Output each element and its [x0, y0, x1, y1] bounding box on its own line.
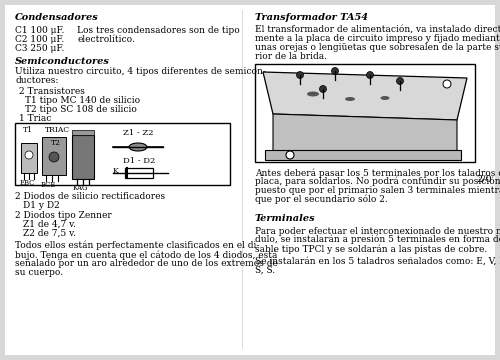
Text: Semiconductores: Semiconductores	[15, 57, 110, 66]
Text: EBC: EBC	[20, 179, 36, 187]
Text: Los tres condensadores son de tipo: Los tres condensadores son de tipo	[77, 26, 240, 35]
Bar	[42, 137, 66, 175]
Text: KAG: KAG	[73, 184, 88, 192]
Polygon shape	[263, 72, 467, 120]
Text: Para poder efectuar el interconexionado de nuestro mó-: Para poder efectuar el interconexionado …	[255, 226, 500, 235]
Text: D1 y D2: D1 y D2	[23, 201, 60, 210]
Text: 2 Diodos de silicio rectificadores: 2 Diodos de silicio rectificadores	[15, 192, 165, 201]
Text: Antes deberá pasar los 5 terminales por los taladros de la: Antes deberá pasar los 5 terminales por …	[255, 168, 500, 177]
Bar	[265, 150, 461, 160]
Circle shape	[366, 72, 374, 78]
Bar	[125, 168, 153, 178]
Text: Transformador TA54: Transformador TA54	[255, 13, 368, 22]
Text: Z1 de 4,7 v.: Z1 de 4,7 v.	[23, 220, 76, 229]
Ellipse shape	[345, 97, 355, 101]
Circle shape	[443, 80, 451, 88]
Text: señalado por un aro alrededor de uno de los extremos de: señalado por un aro alrededor de uno de …	[15, 259, 278, 268]
Text: su cuerpo.: su cuerpo.	[15, 268, 63, 277]
Text: T1: T1	[23, 126, 33, 134]
Text: C2 100 μF.: C2 100 μF.	[15, 35, 64, 44]
Text: Utiliza nuestro circuito, 4 tipos diferentes de semicon-: Utiliza nuestro circuito, 4 tipos difere…	[15, 67, 266, 76]
Text: Terminales: Terminales	[255, 214, 316, 223]
Text: puesto que por el primario salen 3 terminales mientras: puesto que por el primario salen 3 termi…	[255, 186, 500, 195]
Bar	[255, 64, 475, 162]
Text: El transformador de alimentación, va instalado directa-: El transformador de alimentación, va ins…	[255, 25, 500, 34]
Text: unas orejas o lengiüetas que sobresalen de la parte supe-: unas orejas o lengiüetas que sobresalen …	[255, 43, 500, 52]
Text: 1 Triac: 1 Triac	[19, 114, 52, 123]
Text: BCE: BCE	[41, 181, 56, 189]
Text: electrolítico.: electrolítico.	[77, 35, 135, 44]
Text: mente a la placa de circuito impreso y fijado mediante: mente a la placa de circuito impreso y f…	[255, 34, 500, 43]
Text: rior de la brida.: rior de la brida.	[255, 52, 327, 61]
Text: Z1 - Z2: Z1 - Z2	[123, 129, 154, 137]
Text: S, S.: S, S.	[255, 266, 275, 275]
Text: T2: T2	[51, 139, 61, 147]
Text: sable tipo TPCl y se soldarán a las pistas de cobre.: sable tipo TPCl y se soldarán a las pist…	[255, 244, 487, 253]
Ellipse shape	[129, 143, 147, 151]
Text: TRIAC: TRIAC	[45, 126, 70, 134]
Text: bujo. Tenga en cuenta que el cátodo de los 4 diodos, está: bujo. Tenga en cuenta que el cátodo de l…	[15, 250, 278, 260]
Text: Condensadores: Condensadores	[15, 13, 99, 22]
Ellipse shape	[380, 96, 390, 100]
Text: 2 Diodos tipo Zenner: 2 Diodos tipo Zenner	[15, 211, 112, 220]
Ellipse shape	[307, 91, 319, 96]
Text: Z2 de 7,5 v.: Z2 de 7,5 v.	[23, 229, 76, 238]
Text: T1 tipo MC 140 de silicio: T1 tipo MC 140 de silicio	[25, 96, 140, 105]
Text: 2 Transistores: 2 Transistores	[19, 87, 85, 96]
Text: D1 - D2: D1 - D2	[123, 157, 155, 165]
Circle shape	[49, 152, 59, 162]
Bar	[72, 130, 94, 135]
Circle shape	[286, 151, 294, 159]
Circle shape	[25, 151, 33, 159]
Bar	[15, 123, 230, 185]
Circle shape	[332, 68, 338, 75]
Polygon shape	[273, 114, 457, 152]
Circle shape	[296, 72, 304, 78]
Text: dulo, se instalarán a presión 5 terminales en forma de: dulo, se instalarán a presión 5 terminal…	[255, 235, 500, 244]
Circle shape	[396, 77, 404, 85]
Text: C3 250 μF.: C3 250 μF.	[15, 44, 64, 53]
Text: 2/0: 2/0	[476, 175, 492, 184]
Text: placa, para soldarlos. No podrá confundir su posición,: placa, para soldarlos. No podrá confundi…	[255, 177, 500, 186]
Text: que por el secundario sólo 2.: que por el secundario sólo 2.	[255, 195, 388, 204]
Text: Todos ellos están perfectamente clasificados en el di-: Todos ellos están perfectamente clasific…	[15, 241, 260, 251]
Text: Se instalarán en los 5 taladros señalados como: E, V, M,: Se instalarán en los 5 taladros señalado…	[255, 257, 500, 266]
Text: K: K	[113, 167, 119, 175]
Bar	[21, 143, 37, 173]
Bar	[72, 135, 94, 179]
Circle shape	[320, 85, 326, 93]
Text: ductores:: ductores:	[15, 76, 59, 85]
Text: T2 tipo SC 108 de silicio: T2 tipo SC 108 de silicio	[25, 105, 137, 114]
Text: C1 100 μF.: C1 100 μF.	[15, 26, 64, 35]
